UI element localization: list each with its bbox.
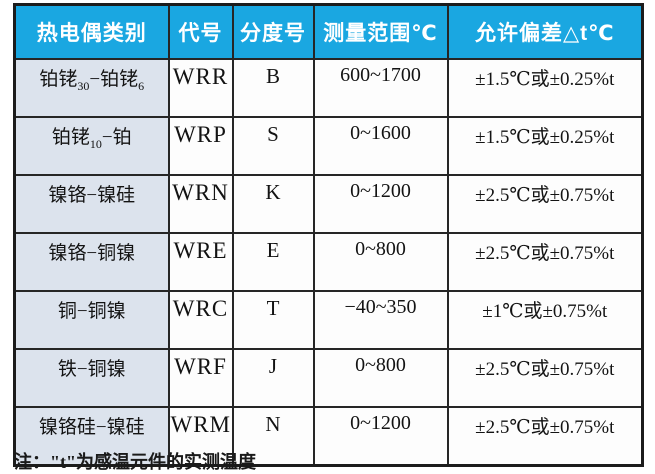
type-text: 铂铑	[51, 127, 90, 148]
cell-graduation: B	[231, 58, 315, 118]
cell-thermocouple-type: 铁−铜镍	[13, 348, 170, 408]
cell-range: 0~800	[312, 232, 449, 292]
cell-thermocouple-type: 铂铑30−铂铑6	[13, 58, 170, 118]
table-row: 铁−铜镍 WRF J 0~800 ±2.5℃或±0.75%t	[13, 348, 644, 408]
cell-range: 0~1200	[312, 406, 449, 467]
cell-code: WRF	[167, 348, 234, 408]
type-text: −铂	[101, 127, 132, 148]
type-text: 镍铬−镍硅	[48, 185, 136, 206]
cell-code: WRR	[167, 58, 234, 118]
cell-range: 0~800	[312, 348, 449, 408]
cell-thermocouple-type: 镍铬−镍硅	[13, 174, 170, 234]
cell-range: 0~1600	[312, 116, 449, 176]
cell-code: WRC	[167, 290, 234, 350]
cell-thermocouple-type: 镍铬−铜镍	[13, 232, 170, 292]
type-text: 铂铑	[39, 69, 78, 90]
cell-tolerance: ±1℃或±0.75%t	[446, 290, 644, 350]
table-row: 镍铬硅−镍硅 WRM N 0~1200 ±2.5℃或±0.75%t	[13, 406, 644, 467]
cell-range: 0~1200	[312, 174, 449, 234]
type-text: 镍铬−铜镍	[48, 243, 136, 264]
cell-thermocouple-type: 镍铬硅−镍硅	[13, 406, 170, 467]
cell-graduation: N	[231, 406, 315, 467]
table-row: 铂铑30−铂铑6 WRR B 600~1700 ±1.5℃或±0.25%t	[13, 58, 644, 118]
footnote: 注："t"为感温元件的实测温度	[14, 452, 256, 472]
column-header-range: 测量范围℃	[312, 3, 449, 60]
cell-code: WRE	[167, 232, 234, 292]
column-header-type: 热电偶类别	[13, 3, 170, 60]
column-header-grade: 分度号	[231, 3, 315, 60]
column-header-tol: 允许偏差△t℃	[446, 3, 644, 60]
cell-tolerance: ±2.5℃或±0.75%t	[446, 232, 644, 292]
cell-thermocouple-type: 铂铑10−铂	[13, 116, 170, 176]
cell-graduation: T	[231, 290, 315, 350]
page: 热电偶类别 代号 分度号 测量范围℃ 允许偏差△t℃ 铂铑30−铂铑6 WRR B 600~1…	[13, 3, 644, 472]
cell-tolerance: ±2.5℃或±0.75%t	[446, 174, 644, 234]
type-subscript: 30	[77, 78, 90, 93]
table-body: 铂铑30−铂铑6 WRR B 600~1700 ±1.5℃或±0.25%t 铂铑10−铂 W…	[13, 58, 644, 467]
cell-tolerance: ±2.5℃或±0.75%t	[446, 406, 644, 467]
cell-code: WRN	[167, 174, 234, 234]
type-text: 铜−铜镍	[57, 301, 126, 322]
table-row: 铂铑10−铂 WRP S 0~1600 ±1.5℃或±0.25%t	[13, 116, 644, 176]
type-text: 镍铬硅−镍硅	[38, 417, 145, 438]
cell-code: WRP	[167, 116, 234, 176]
cell-graduation: K	[231, 174, 315, 234]
type-text: 铁−铜镍	[57, 359, 126, 380]
cell-graduation: S	[231, 116, 315, 176]
table-row: 镍铬−铜镍 WRE E 0~800 ±2.5℃或±0.75%t	[13, 232, 644, 292]
table-header-row: 热电偶类别 代号 分度号 测量范围℃ 允许偏差△t℃	[13, 3, 644, 60]
cell-range: 600~1700	[312, 58, 449, 118]
cell-tolerance: ±2.5℃或±0.75%t	[446, 348, 644, 408]
column-header-code: 代号	[167, 3, 234, 60]
type-subscript: 6	[138, 78, 145, 93]
table-row: 镍铬−镍硅 WRN K 0~1200 ±2.5℃或±0.75%t	[13, 174, 644, 234]
type-subscript: 10	[89, 136, 102, 151]
cell-tolerance: ±1.5℃或±0.25%t	[446, 116, 644, 176]
table-row: 铜−铜镍 WRC T −40~350 ±1℃或±0.75%t	[13, 290, 644, 350]
thermocouple-spec-table: 热电偶类别 代号 分度号 测量范围℃ 允许偏差△t℃ 铂铑30−铂铑6 WRR B 600~1…	[13, 3, 644, 467]
cell-thermocouple-type: 铜−铜镍	[13, 290, 170, 350]
cell-tolerance: ±1.5℃或±0.25%t	[446, 58, 644, 118]
cell-code: WRM	[167, 406, 234, 467]
type-text: −铂铑	[89, 69, 139, 90]
cell-range: −40~350	[312, 290, 449, 350]
cell-graduation: J	[231, 348, 315, 408]
cell-graduation: E	[231, 232, 315, 292]
